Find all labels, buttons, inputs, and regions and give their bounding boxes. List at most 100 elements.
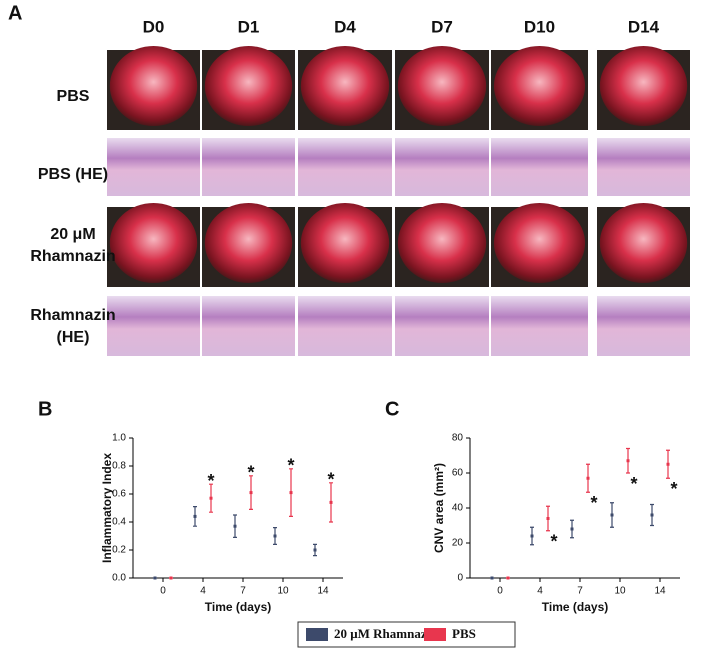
eye-photo (599, 203, 688, 283)
x-tick-label: 10 (277, 586, 289, 597)
y-tick-label: 80 (452, 433, 464, 444)
eye-photo (109, 203, 198, 283)
histology-photo (107, 296, 200, 356)
point (289, 491, 293, 495)
point (193, 514, 197, 518)
significance-star: * (670, 479, 677, 499)
row-label: PBS (57, 88, 90, 105)
row-label: (HE) (57, 329, 90, 346)
eye-photo (397, 203, 487, 283)
point (530, 534, 534, 538)
histology-photo (491, 138, 588, 196)
histology-photo (202, 296, 295, 356)
image-grid: D0 D1 D4 D7 D10 D14 PBS PBS (HE) 20 μM Rhamnazin R… (30, 17, 690, 356)
point (273, 534, 277, 538)
eye-photo (300, 46, 390, 126)
y-tick-label: 1.0 (112, 433, 126, 444)
row-label: Rhamnazin (30, 307, 115, 324)
eye-photo (493, 203, 586, 283)
x-tick-label: 4 (537, 586, 543, 597)
histology-photo (597, 296, 690, 356)
histology-photo (395, 296, 489, 356)
histology-photo (107, 138, 200, 196)
significance-star: * (327, 470, 334, 490)
column-header: D14 (628, 17, 660, 36)
point (249, 491, 253, 495)
panel-letter: B (38, 398, 52, 420)
y-tick-label: 0.4 (112, 517, 126, 528)
y-tick-label: 0 (457, 573, 463, 584)
y-axis-label: CNV area (mm²) (432, 463, 446, 553)
eye-photo (300, 203, 390, 283)
point (586, 476, 590, 480)
eye-photo (204, 46, 293, 126)
row-label: PBS (HE) (38, 166, 108, 183)
x-tick-label: 10 (614, 586, 626, 597)
y-tick-label: 20 (452, 538, 464, 549)
eye-photo (599, 46, 688, 126)
histology-photo (298, 138, 392, 196)
column-header: D0 (143, 17, 165, 36)
significance-star: * (550, 532, 557, 552)
histology-photo (491, 296, 588, 356)
significance-star: * (590, 493, 597, 513)
significance-star: * (287, 456, 294, 476)
column-header: D4 (334, 17, 356, 36)
panel-letter: A (8, 2, 22, 24)
charts: B Inflammatory Index Time (days) 0.0 0.2 0.4 0… (38, 398, 680, 614)
y-tick-label: 60 (452, 468, 464, 479)
legend-box (297, 621, 516, 648)
histology-photo (298, 296, 392, 356)
x-axis-label: Time (days) (542, 600, 608, 614)
histology-photo (597, 138, 690, 196)
y-axis-label: Inflammatory Index (100, 453, 114, 563)
x-tick-label: 14 (317, 586, 329, 597)
legend-label: PBS (452, 626, 476, 641)
row-label: Rhamnazin (30, 248, 115, 265)
histology-photo (395, 138, 489, 196)
point (650, 513, 654, 517)
column-header: D7 (431, 17, 453, 36)
eye-photo (397, 46, 487, 126)
point (666, 462, 670, 466)
x-tick-label: 14 (654, 586, 666, 597)
histology-photo (202, 138, 295, 196)
column-header: D10 (524, 17, 555, 36)
x-tick-label: 0 (160, 586, 166, 597)
x-tick-label: 7 (577, 586, 583, 597)
panel-letter: C (385, 398, 399, 420)
point (153, 576, 157, 580)
eye-photo (493, 46, 586, 126)
point (570, 527, 574, 531)
eye-photo (109, 46, 198, 126)
point (313, 548, 317, 552)
significance-star: * (207, 471, 214, 491)
legend-label: 20 μM Rhamnazin (334, 626, 438, 641)
x-axis-label: Time (days) (205, 600, 271, 614)
point (546, 517, 550, 520)
row-label: 20 μM (50, 226, 95, 243)
significance-star: * (630, 474, 637, 494)
legend-swatch (424, 628, 446, 641)
point (209, 496, 213, 500)
x-tick-label: 4 (200, 586, 206, 597)
legend-swatch (306, 628, 328, 641)
point (506, 576, 510, 580)
y-tick-label: 0.2 (112, 545, 126, 556)
x-tick-label: 7 (240, 586, 246, 597)
x-tick-label: 0 (497, 586, 503, 597)
column-header: D1 (238, 17, 260, 36)
y-tick-label: 0.0 (112, 573, 126, 584)
point (626, 459, 630, 463)
point (490, 576, 494, 580)
y-tick-label: 40 (452, 503, 464, 514)
significance-star: * (247, 463, 254, 483)
point (169, 576, 173, 580)
legend: 20 μM Rhamnazin PBS (306, 626, 476, 641)
eye-photo (204, 203, 293, 283)
y-tick-label: 0.8 (112, 461, 126, 472)
y-tick-label: 0.6 (112, 489, 126, 500)
point (610, 513, 614, 517)
point (233, 524, 237, 528)
